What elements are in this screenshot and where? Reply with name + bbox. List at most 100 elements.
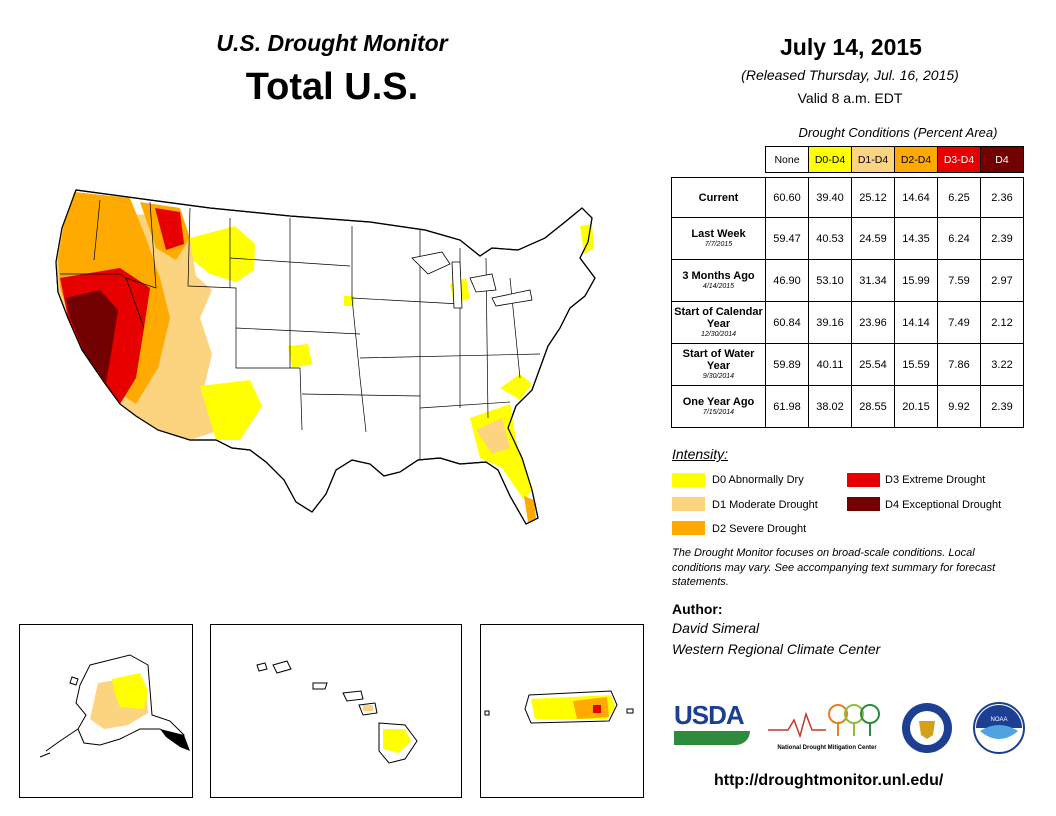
- legend-label-d4: D4 Exceptional Drought: [885, 499, 1002, 511]
- table-caption: Drought Conditions (Percent Area): [798, 125, 998, 140]
- alaska-map: [39, 654, 190, 758]
- legend-swatch-d2: [672, 521, 705, 535]
- author-organization: Western Regional Climate Center: [672, 641, 881, 657]
- table-cell: 7.59: [937, 259, 981, 302]
- table-cell: 28.55: [851, 385, 895, 428]
- row-date: 12/30/2014: [700, 331, 737, 338]
- row-label-text: Start of Calendar Year: [674, 306, 763, 330]
- table-cell: 2.36: [980, 177, 1024, 218]
- table-cell: 46.90: [765, 259, 809, 302]
- table-cell: 15.59: [894, 343, 938, 386]
- noaa-logo: NOAA: [973, 702, 1025, 754]
- region-title: Total U.S.: [245, 66, 419, 108]
- disclaimer-note: The Drought Monitor focuses on broad-sca…: [672, 547, 996, 588]
- row-label-text: Current: [698, 191, 739, 204]
- table-cell: 7.86: [937, 343, 981, 386]
- legend-label-d2: D2 Severe Drought: [712, 523, 807, 535]
- table-cell: 40.11: [808, 343, 852, 386]
- legend-label-d1: D1 Moderate Drought: [712, 499, 818, 511]
- table-cell: 14.14: [894, 301, 938, 344]
- table-row: Start of Water Year 9/30/2014 59.89 40.11 25…: [671, 343, 1024, 386]
- table-header-row: None D0-D4 D1-D4 D2-D4 D3-D4 D4: [672, 146, 1024, 173]
- legend-label-d0: D0 Abnormally Dry: [712, 474, 804, 486]
- ndmc-logo-text: National Drought Mitigation Center: [777, 745, 877, 751]
- puerto-rico-map: [484, 690, 634, 724]
- row-label-text: Start of Water Year: [682, 348, 755, 372]
- table-row: One Year Ago 7/15/2014 61.98 38.02 28.55 20.1…: [671, 385, 1024, 428]
- row-label: 3 Months Ago 4/14/2015: [671, 259, 766, 302]
- usda-logo-text: USDA: [674, 700, 745, 730]
- alaska-inset: [19, 624, 193, 798]
- valid-time: Valid 8 a.m. EDT: [797, 90, 903, 106]
- table-cell: 59.47: [765, 217, 809, 260]
- table-row: Last Week 7/7/2015 59.47 40.53 24.59 14.35 6.2…: [671, 217, 1024, 260]
- map-date: July 14, 2015: [780, 34, 922, 60]
- author-label: Author:: [672, 601, 723, 617]
- legend-swatch-d1: [672, 497, 705, 511]
- table-cell: 3.22: [980, 343, 1024, 386]
- table-cell: 6.25: [937, 177, 981, 218]
- table-cell: 61.98: [765, 385, 809, 428]
- table-cell: 14.64: [894, 177, 938, 218]
- row-label: One Year Ago 7/15/2014: [671, 385, 766, 428]
- row-label: Start of Water Year 9/30/2014: [671, 343, 766, 386]
- row-label-text: 3 Months Ago: [682, 270, 755, 282]
- row-label: Current: [671, 177, 766, 218]
- table-cell: 20.15: [894, 385, 938, 428]
- table-row: 3 Months Ago 4/14/2015 46.90 53.10 31.34 15.9…: [671, 259, 1024, 302]
- table-cell: 23.96: [851, 301, 895, 344]
- column-header-d4: D4: [980, 146, 1024, 173]
- noaa-logo-text: NOAA: [990, 717, 1007, 723]
- legend-title: Intensity:: [672, 446, 729, 462]
- row-label: Last Week 7/7/2015: [671, 217, 766, 260]
- table-cell: 25.54: [851, 343, 895, 386]
- commerce-seal-icon: [902, 703, 952, 753]
- table-cell: 39.16: [808, 301, 852, 344]
- row-date: 7/7/2015: [704, 241, 733, 248]
- table-cell: 31.34: [851, 259, 895, 302]
- monitor-title: U.S. Drought Monitor: [216, 30, 448, 56]
- table-corner: [672, 147, 766, 173]
- table-cell: 15.99: [894, 259, 938, 302]
- drought-conditions-table: None D0-D4 D1-D4 D2-D4 D3-D4 D4 Current 6…: [671, 146, 1024, 428]
- website-url[interactable]: http://droughtmonitor.unl.edu/: [714, 772, 944, 789]
- state-boundaries: [60, 199, 541, 460]
- usda-logo: USDA: [674, 702, 750, 754]
- table-cell: 14.35: [894, 217, 938, 260]
- table-cell: 9.92: [937, 385, 981, 428]
- table-cell: 60.84: [765, 301, 809, 344]
- column-header-none: None: [765, 146, 809, 173]
- table-cell: 24.59: [851, 217, 895, 260]
- table-cell: 6.24: [937, 217, 981, 260]
- hawaii-map: [256, 660, 418, 764]
- author-name: David Simeral: [672, 620, 760, 636]
- table-cell: 60.60: [765, 177, 809, 218]
- column-header-d1-d4: D1-D4: [851, 146, 895, 173]
- table-cell: 39.40: [808, 177, 852, 218]
- legend-label-d3: D3 Extreme Drought: [885, 474, 986, 486]
- table-cell: 2.39: [980, 385, 1024, 428]
- table-row: Current 60.60 39.40 25.12 14.64 6.25 2.36: [671, 177, 1024, 218]
- release-date: (Released Thursday, Jul. 16, 2015): [741, 67, 959, 83]
- table-cell: 53.10: [808, 259, 852, 302]
- puerto-rico-inset: [480, 624, 644, 798]
- table-cell: 2.97: [980, 259, 1024, 302]
- table-row: Start of Calendar Year 12/30/2014 60.84 39.…: [671, 301, 1024, 344]
- row-label-text: Last Week: [691, 228, 746, 240]
- table-cell: 2.12: [980, 301, 1024, 344]
- column-header-d2-d4: D2-D4: [894, 146, 938, 173]
- table-cell: 59.89: [765, 343, 809, 386]
- row-date: 9/30/2014: [702, 373, 735, 380]
- column-header-d3-d4: D3-D4: [937, 146, 981, 173]
- legend-swatch-d3: [847, 473, 880, 487]
- ndmc-logo: National Drought Mitigation Center: [768, 700, 886, 756]
- column-header-d0-d4: D0-D4: [808, 146, 852, 173]
- table-cell: 40.53: [808, 217, 852, 260]
- row-label: Start of Calendar Year 12/30/2014: [671, 301, 766, 344]
- legend-swatch-d0: [672, 473, 705, 487]
- hawaii-inset: [210, 624, 462, 798]
- row-date: 4/14/2015: [702, 283, 735, 290]
- table-cell: 7.49: [937, 301, 981, 344]
- contiguous-us-map: [55, 189, 596, 525]
- row-label-text: One Year Ago: [682, 396, 755, 408]
